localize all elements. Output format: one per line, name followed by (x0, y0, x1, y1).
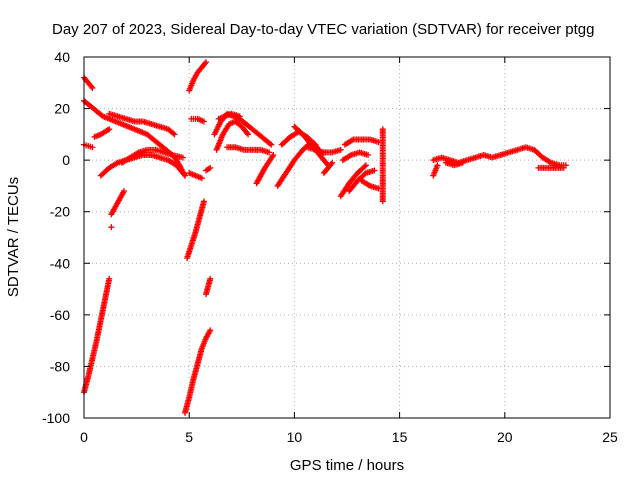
data-point (207, 275, 214, 282)
data-point (266, 149, 273, 156)
plot-frame (83, 56, 611, 419)
data-point (89, 144, 96, 151)
y-tick-label: -100 (42, 410, 70, 426)
data-point (207, 164, 214, 171)
data-point (459, 159, 466, 166)
grid-lines (84, 57, 610, 418)
y-tick-label: -20 (50, 204, 70, 220)
x-axis-label: GPS time / hours (290, 457, 404, 474)
y-tick-label: 40 (54, 49, 70, 65)
data-point-trail (266, 140, 273, 147)
x-tick-label: 5 (185, 429, 193, 445)
x-tick-label: 25 (602, 429, 618, 445)
data-point (268, 141, 275, 148)
y-tick-label: -40 (50, 255, 70, 271)
x-tick-label: 0 (80, 429, 88, 445)
x-tick-label: 15 (392, 429, 408, 445)
data-point (365, 151, 372, 158)
data-point-trail (244, 130, 251, 137)
y-tick-label: 20 (54, 101, 70, 117)
data-point (181, 172, 188, 179)
data-point (270, 151, 277, 158)
data-point-trail (88, 83, 95, 90)
data-point (203, 59, 210, 66)
data-point-trail (201, 60, 208, 67)
data-point (245, 131, 252, 138)
data-points (81, 59, 569, 416)
data-point (329, 159, 336, 166)
y-tick-label: 0 (62, 152, 70, 168)
data-point (106, 126, 113, 133)
y-tick-label: -80 (50, 358, 70, 374)
data-point (108, 224, 115, 231)
x-tick-label: 20 (497, 429, 513, 445)
data-point (198, 175, 205, 182)
data-point (200, 118, 207, 125)
data-point (379, 198, 386, 205)
data-point (120, 188, 127, 195)
data-point (434, 162, 441, 169)
data-point (207, 327, 214, 334)
data-point (371, 167, 378, 174)
chart-title: Day 207 of 2023, Sidereal Day-to-day VTE… (52, 21, 594, 38)
data-point-trail (180, 171, 187, 178)
data-point-trail (328, 161, 335, 168)
data-point (560, 164, 567, 171)
data-point (236, 113, 243, 120)
data-point (179, 154, 186, 161)
data-point (200, 198, 207, 205)
data-point-trail (170, 130, 177, 137)
data-point (106, 275, 113, 282)
data-point (89, 84, 96, 91)
y-axis-label: SDTVAR / TECUs (5, 177, 22, 297)
data-point-trail (361, 163, 368, 170)
x-tick-label: 10 (287, 429, 303, 445)
data-point (362, 162, 369, 169)
y-tick-label: -60 (50, 307, 70, 323)
data-point (171, 131, 178, 138)
axis-ticks: 0 5 10 15 20 25 -100 -80 -60 -40 -20 0 20 40 (42, 49, 618, 445)
data-point (337, 146, 344, 153)
